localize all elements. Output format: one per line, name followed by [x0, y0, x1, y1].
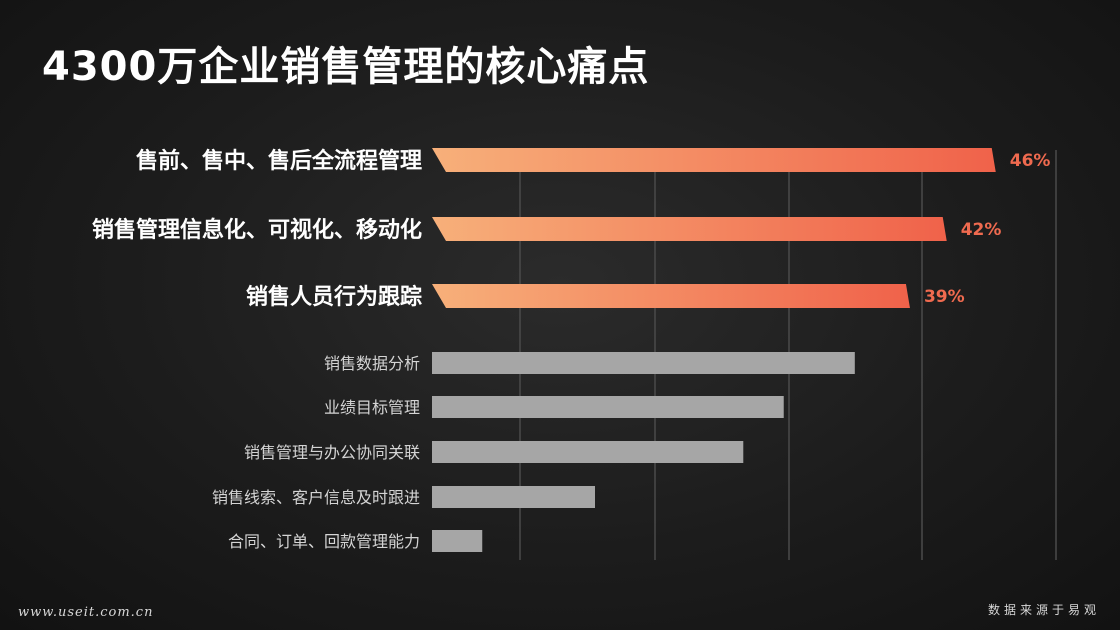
source-website: www.useit.com.cn [18, 605, 154, 620]
category-label: 销售线索、客户信息及时跟进 [212, 488, 420, 507]
data-label: 42% [961, 220, 1002, 240]
bar [432, 396, 784, 418]
bars [432, 148, 996, 552]
data-labels: 46% 42% 39% [924, 151, 1050, 307]
bar-highlight [432, 217, 947, 241]
data-label: 46% [1010, 151, 1051, 171]
category-label-highlight: 销售管理信息化、可视化、移动化 [92, 217, 422, 243]
category-label: 销售管理与办公协同关联 [244, 443, 420, 462]
category-label-highlight: 销售人员行为跟踪 [246, 284, 422, 310]
bar [432, 352, 855, 374]
category-label: 合同、订单、回款管理能力 [228, 532, 420, 551]
category-label-highlight: 售前、售中、售后全流程管理 [136, 148, 422, 174]
category-label: 销售数据分析 [324, 354, 420, 373]
data-source-note: 数据来源于易观 [987, 603, 1100, 617]
page-title: 4300万企业销售管理的核心痛点 [42, 44, 650, 90]
bar [432, 530, 483, 552]
data-label: 39% [924, 287, 965, 307]
bar-highlight [432, 148, 996, 172]
category-label: 业绩目标管理 [324, 398, 420, 417]
bar [432, 486, 595, 508]
bar-highlight [432, 284, 910, 308]
bar [432, 441, 744, 463]
category-labels: 售前、售中、售后全流程管理销售管理信息化、可视化、移动化销售人员行为跟踪销售数据… [92, 148, 422, 551]
